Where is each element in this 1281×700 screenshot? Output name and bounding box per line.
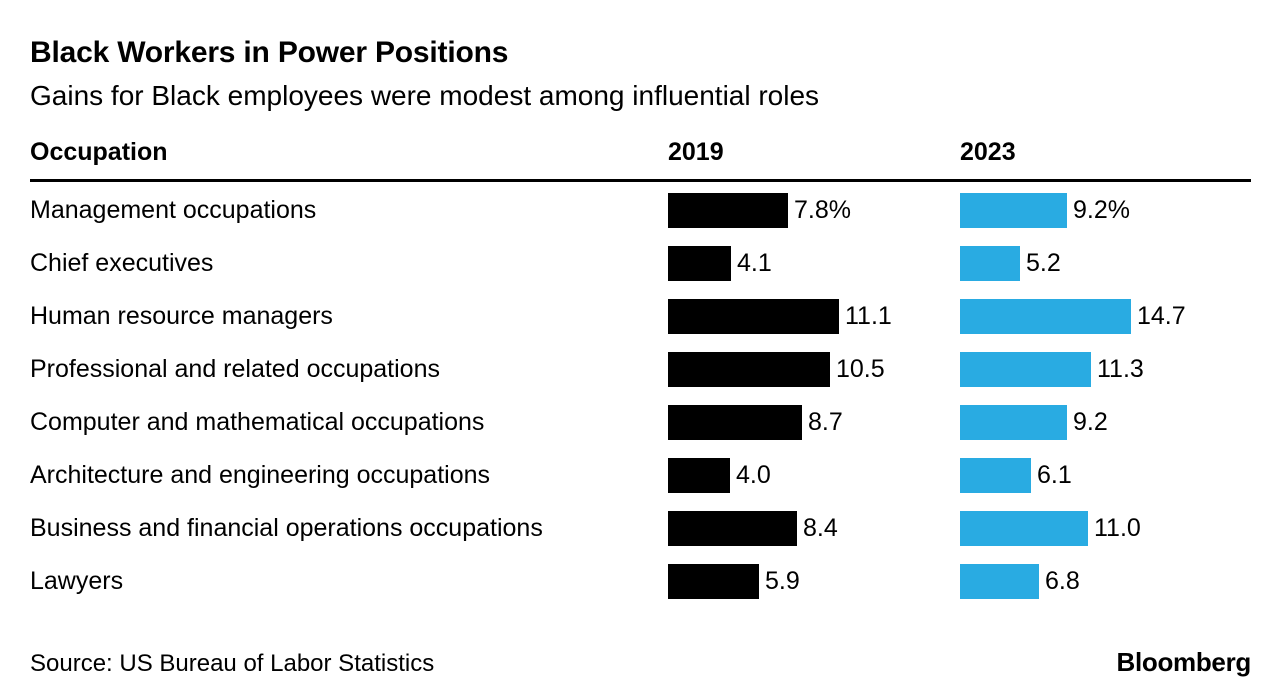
chart-row: Human resource managers 11.1 14.7 [30,290,1251,343]
occupation-label: Chief executives [30,249,214,278]
chart-rows: Management occupations 7.8% 9.2% Chief e… [30,184,1251,608]
chart-row: Chief executives 4.1 5.2 [30,237,1251,290]
footer: Source: US Bureau of Labor Statistics Bl… [30,647,1251,678]
occupation-column-header: Occupation [30,138,168,167]
bar-cell-2019: 5.9 [668,564,960,600]
value-label-2023: 6.8 [1045,567,1080,596]
bar-cell-2023: 9.2 [960,405,1251,441]
occupation-label: Computer and mathematical occupations [30,408,485,437]
value-label-2019: 8.7 [808,408,843,437]
value-label-2023: 11.0 [1094,514,1141,543]
value-label-2019: 8.4 [803,514,838,543]
col-2023-header: 2023 [960,138,1016,167]
bar-cell-2019: 10.5 [668,352,960,388]
source-note: Source: US Bureau of Labor Statistics [30,650,435,677]
bar-2023 [960,299,1131,335]
chart-row: Lawyers 5.9 6.8 [30,555,1251,608]
bar-2019 [668,458,730,494]
chart-row: Professional and related occupations 10.… [30,343,1251,396]
value-label-2023: 9.2% [1073,196,1130,225]
chart-row: Management occupations 7.8% 9.2% [30,184,1251,237]
value-label-2023: 5.2 [1026,249,1061,278]
bar-cell-2023: 6.8 [960,564,1251,600]
bar-2023 [960,352,1091,388]
bar-cell-2023: 11.0 [960,511,1251,547]
value-label-2019: 7.8% [794,196,851,225]
value-label-2023: 6.1 [1037,461,1072,490]
bar-2019 [668,511,797,547]
value-label-2019: 11.1 [845,302,892,331]
bar-cell-2019: 4.1 [668,246,960,282]
table-header: Occupation 2019 2023 [30,138,1251,179]
bar-cell-2019: 7.8% [668,193,960,229]
chart-subtitle: Gains for Black employees were modest am… [30,79,820,111]
bar-cell-2019: 8.4 [668,511,960,547]
occupation-label: Lawyers [30,567,124,596]
chart-row: Architecture and engineering occupations… [30,449,1251,502]
occupation-label: Architecture and engineering occupations [30,461,491,490]
bar-cell-2019: 4.0 [668,458,960,494]
value-label-2023: 14.7 [1137,302,1186,331]
value-label-2023: 9.2 [1073,408,1108,437]
chart-row: Computer and mathematical occupations 8.… [30,396,1251,449]
value-label-2019: 5.9 [765,567,800,596]
bar-cell-2023: 5.2 [960,246,1251,282]
chart-title: Black Workers in Power Positions [30,36,509,69]
bar-cell-2023: 6.1 [960,458,1251,494]
bar-2019 [668,564,759,600]
bar-2023 [960,511,1088,547]
bar-2023 [960,458,1031,494]
bar-cell-2019: 8.7 [668,405,960,441]
bar-2023 [960,405,1067,441]
bar-2023 [960,193,1067,229]
bloomberg-logo: Bloomberg [1116,647,1251,677]
bar-2019 [668,299,839,335]
bar-2023 [960,246,1020,282]
header-divider [30,179,1251,183]
occupation-label: Management occupations [30,196,317,225]
value-label-2023: 11.3 [1097,355,1144,384]
bar-cell-2023: 9.2% [960,193,1251,229]
bar-cell-2023: 11.3 [960,352,1251,388]
chart-row: Business and financial operations occupa… [30,502,1251,555]
bar-2019 [668,246,731,282]
bar-2019 [668,405,802,441]
bar-2019 [668,352,830,388]
bar-2023 [960,564,1039,600]
col-2019-header: 2019 [668,138,724,167]
value-label-2019: 4.0 [736,461,771,490]
bar-cell-2023: 14.7 [960,299,1251,335]
occupation-label: Professional and related occupations [30,355,440,384]
value-label-2019: 4.1 [737,249,772,278]
bar-2019 [668,193,788,229]
occupation-label: Business and financial operations occupa… [30,514,543,543]
value-label-2019: 10.5 [836,355,885,384]
occupation-label: Human resource managers [30,302,333,331]
bar-cell-2019: 11.1 [668,299,960,335]
